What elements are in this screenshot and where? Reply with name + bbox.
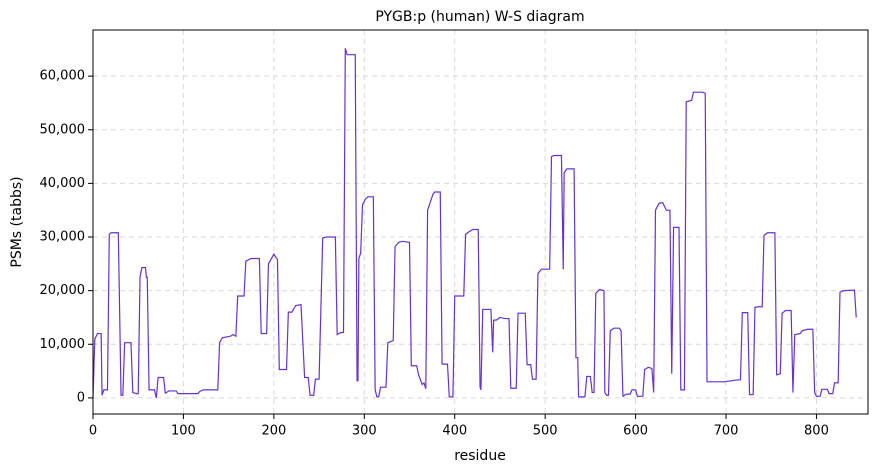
x-tick-label: 600 <box>623 424 648 439</box>
x-tick-label: 100 <box>171 424 196 439</box>
x-tick-label: 0 <box>89 424 97 439</box>
x-tick-label: 700 <box>714 424 739 439</box>
plot-frame <box>92 29 869 415</box>
y-tick-label: 40,000 <box>40 176 86 191</box>
y-tick-label: 10,000 <box>40 337 86 352</box>
y-tick-label: 0 <box>77 390 85 405</box>
y-tick-label: 60,000 <box>40 69 86 84</box>
y-tick-label: 20,000 <box>40 283 86 298</box>
y-tick-label: 50,000 <box>40 122 86 137</box>
y-tick-label: 30,000 <box>40 230 86 245</box>
chart-title: PYGB:p (human) W-S diagram <box>375 9 584 25</box>
x-axis-label: residue <box>454 448 506 464</box>
x-tick-label: 800 <box>804 424 829 439</box>
y-axis-label: PSMs (tabbs) <box>9 176 25 267</box>
data-line <box>92 48 857 399</box>
x-tick-label: 200 <box>261 424 286 439</box>
x-tick-label: 300 <box>352 424 377 439</box>
x-tick-label: 400 <box>442 424 467 439</box>
x-tick-label: 500 <box>533 424 558 439</box>
